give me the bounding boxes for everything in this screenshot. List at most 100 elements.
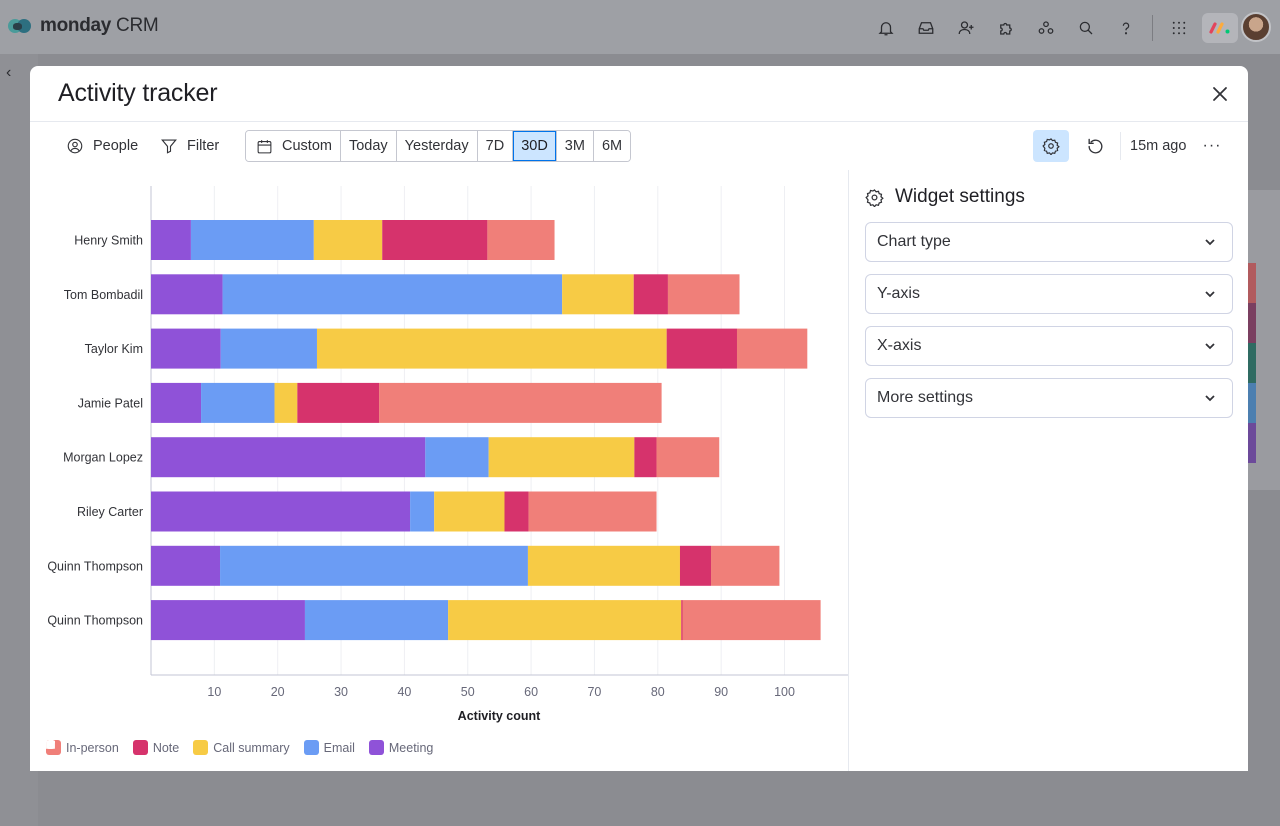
- more-settings-dropdown[interactable]: More settings: [865, 378, 1233, 418]
- bell-icon[interactable]: [866, 15, 906, 41]
- bar-segment-call-summary[interactable]: [313, 220, 383, 260]
- monday-brand-icon[interactable]: [1202, 13, 1238, 43]
- legend-item-email[interactable]: Email: [46, 740, 355, 755]
- bar-segment-call-summary[interactable]: [448, 600, 682, 641]
- range-6m-button[interactable]: 6M: [593, 131, 631, 161]
- legend-label: Call summary: [213, 740, 290, 755]
- workspaces-icon[interactable]: [1026, 15, 1066, 41]
- top-bar-actions: [866, 15, 1199, 41]
- x-tick-label: 100: [774, 685, 795, 699]
- bar-segment-email[interactable]: [201, 382, 275, 423]
- bar-segment-note[interactable]: [633, 274, 668, 315]
- widget-settings-button[interactable]: [1033, 130, 1069, 162]
- x-tick-label: 50: [461, 685, 475, 699]
- x-tick-label: 80: [651, 685, 665, 699]
- collapse-sidebar-icon[interactable]: ‹: [6, 64, 12, 81]
- range-yesterday-label: Yesterday: [404, 138, 469, 154]
- invite-members-icon[interactable]: [946, 15, 986, 41]
- bar-segment-in-person[interactable]: [736, 328, 808, 369]
- bar-segment-note[interactable]: [382, 220, 488, 260]
- refresh-icon: [1087, 138, 1102, 154]
- range-custom-label: Custom: [282, 138, 332, 154]
- bar-segment-meeting[interactable]: [151, 382, 202, 423]
- bar-segment-call-summary[interactable]: [316, 328, 667, 369]
- legend-item-note[interactable]: Note: [46, 740, 179, 755]
- chart-type-label: Chart type: [877, 233, 951, 250]
- range-yesterday-button[interactable]: Yesterday: [396, 131, 478, 161]
- bar-segment-note[interactable]: [679, 545, 712, 586]
- bar-segment-meeting[interactable]: [151, 274, 223, 315]
- chevron-down-icon: [1205, 291, 1215, 298]
- bar-segment-email[interactable]: [190, 220, 314, 260]
- bar-segment-in-person[interactable]: [656, 437, 720, 478]
- range-7d-button[interactable]: 7D: [477, 131, 514, 161]
- toolbar-divider: [1120, 132, 1121, 160]
- bar-segment-email[interactable]: [220, 545, 528, 586]
- search-icon[interactable]: [1066, 15, 1106, 41]
- monday-crm-logo[interactable]: monday CRM: [8, 15, 159, 37]
- bar-segment-call-summary[interactable]: [562, 274, 634, 315]
- refresh-button[interactable]: [1083, 130, 1107, 162]
- bar-segment-note[interactable]: [666, 328, 737, 369]
- bar-segment-meeting[interactable]: [151, 220, 191, 260]
- help-icon[interactable]: [1106, 15, 1146, 41]
- filter-funnel-icon: [161, 139, 177, 154]
- monday-dots-icon: [1209, 22, 1230, 34]
- gear-icon: [865, 188, 884, 207]
- user-avatar[interactable]: [1241, 12, 1271, 42]
- legend-item-call-summary[interactable]: Call summary: [47, 740, 290, 755]
- more-options-button[interactable]: ···: [1200, 130, 1224, 162]
- y-category-label: Jamie Patel: [78, 396, 143, 410]
- inbox-icon[interactable]: [906, 15, 946, 41]
- background-board-status-colors: [1248, 263, 1256, 463]
- bar-segment-in-person[interactable]: [528, 491, 657, 532]
- y-category-label: Taylor Kim: [85, 342, 143, 356]
- bar-segment-note[interactable]: [504, 491, 529, 532]
- bar-segment-email[interactable]: [304, 600, 449, 641]
- activity-chart: 10 20 30 40 50 60 70 80 90 100 Activity count Henry…: [30, 170, 848, 771]
- bar-segment-email[interactable]: [410, 491, 435, 532]
- bar-segment-note[interactable]: [634, 437, 657, 478]
- legend-item-in-person[interactable]: In-person: [46, 740, 119, 755]
- bar-segment-in-person[interactable]: [682, 600, 821, 641]
- legend-item-meeting[interactable]: Meeting: [46, 740, 433, 755]
- apps-grid-icon[interactable]: [1159, 15, 1199, 41]
- top-bar: monday CRM: [0, 0, 1280, 54]
- range-today-label: Today: [348, 138, 388, 154]
- range-today-button[interactable]: Today: [340, 131, 397, 161]
- bar-segment-in-person[interactable]: [379, 382, 662, 423]
- range-3m-button[interactable]: 3M: [556, 131, 594, 161]
- bar-segment-call-summary[interactable]: [434, 491, 505, 532]
- bar-segment-email[interactable]: [220, 328, 317, 369]
- filter-button[interactable]: Filter: [160, 134, 219, 158]
- bar-segment-meeting[interactable]: [151, 600, 305, 641]
- bar-segment-meeting[interactable]: [151, 328, 221, 369]
- close-button[interactable]: [1208, 82, 1232, 106]
- phone-icon: [47, 740, 209, 755]
- legend-label: Email: [323, 740, 355, 755]
- bar-segment-meeting[interactable]: [151, 545, 221, 586]
- range-custom-button[interactable]: Custom: [246, 131, 341, 161]
- x-axis-dropdown[interactable]: X-axis: [865, 326, 1233, 366]
- people-filter-button[interactable]: People: [66, 134, 138, 158]
- people-label: People: [93, 138, 139, 154]
- bar-segment-note[interactable]: [681, 600, 683, 641]
- range-30d-button[interactable]: 30D: [513, 131, 557, 161]
- bar-segment-meeting[interactable]: [151, 437, 426, 478]
- y-axis-dropdown[interactable]: Y-axis: [865, 274, 1233, 314]
- bar-segment-in-person[interactable]: [711, 545, 780, 586]
- bar-segment-email[interactable]: [425, 437, 489, 478]
- chart-type-dropdown[interactable]: Chart type: [865, 222, 1233, 262]
- bar-segment-call-summary[interactable]: [488, 437, 635, 478]
- bar-segment-in-person[interactable]: [487, 220, 555, 260]
- bar-segment-call-summary[interactable]: [274, 382, 298, 423]
- y-category-label: Morgan Lopez: [63, 451, 143, 465]
- bar-segment-note[interactable]: [297, 382, 380, 423]
- apps-puzzle-icon[interactable]: [986, 15, 1026, 41]
- bar-segment-email[interactable]: [222, 274, 563, 315]
- bar-segment-meeting[interactable]: [151, 491, 411, 532]
- bar-segment-call-summary[interactable]: [527, 545, 680, 586]
- bar-segment-in-person[interactable]: [667, 274, 740, 315]
- more-settings-label: More settings: [877, 389, 974, 406]
- widget-settings-title: Widget settings: [865, 186, 1025, 208]
